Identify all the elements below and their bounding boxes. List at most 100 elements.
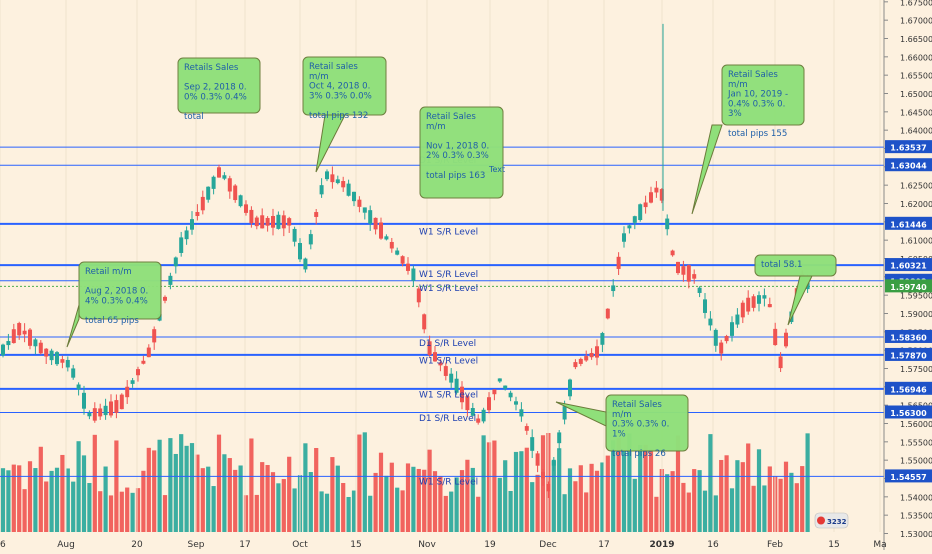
callout-text: total pips 155 (728, 129, 787, 139)
candle-body (778, 356, 783, 369)
candle-body (379, 222, 383, 239)
candle-body (708, 318, 713, 326)
y-tick-label: 1.62500 (900, 182, 932, 191)
volume-bar (65, 468, 70, 532)
y-tick-label: 1.67000 (900, 17, 932, 26)
candle-body (616, 256, 621, 269)
volume-bar (233, 469, 238, 532)
callouts: Retails Sales Sep 2, 2018 0.0% 0.3% 0.4% t… (66, 56, 849, 529)
callout-box (78, 261, 162, 320)
x-tick-label: Aug (57, 540, 75, 550)
volume-bar (362, 432, 367, 532)
candle-body (578, 358, 583, 364)
candle-body (562, 406, 567, 420)
callout-box (605, 394, 689, 452)
volume-bar (281, 479, 286, 532)
y-tick-label: 1.56000 (900, 420, 932, 429)
candle-body (368, 210, 373, 224)
volume-bar (762, 485, 767, 532)
x-tick-label: 6 (0, 540, 6, 550)
volume-bar (686, 492, 691, 532)
y-tick-label: 1.65000 (900, 90, 932, 99)
candle-body (454, 378, 459, 393)
candle-body (163, 296, 167, 301)
volume-bar (767, 466, 772, 532)
candle-body (535, 453, 540, 466)
volume-bar (200, 468, 205, 532)
candle-body (595, 346, 599, 358)
sr-level-text: W1 S/R Level (419, 270, 478, 280)
candle-body (665, 218, 670, 230)
candle-body (546, 483, 551, 492)
candle-body (109, 401, 113, 416)
candle-body (303, 258, 308, 270)
candle-body (341, 181, 346, 188)
x-tick-label: Ma (873, 540, 886, 550)
callout-box (754, 254, 837, 277)
volume-bar (76, 441, 81, 532)
price-level-tag (885, 405, 932, 419)
candle-body (179, 237, 184, 253)
volume-bar (11, 464, 16, 532)
volume-bar (265, 465, 270, 532)
volume-bar (519, 451, 524, 532)
candle-body (33, 339, 38, 347)
candle-body (713, 329, 718, 346)
volume-bar (270, 472, 276, 532)
callout-text: Retail Sales (612, 400, 662, 410)
callout-pointer (691, 124, 723, 215)
candle-body (1, 344, 5, 356)
candle-body (465, 396, 470, 411)
volume-bar (54, 467, 60, 532)
volume-bar (697, 470, 702, 532)
candle-body (757, 295, 761, 304)
callout-text: m/m (612, 410, 632, 420)
y-tick-label: 1.62000 (900, 200, 932, 209)
volume-bar (513, 451, 519, 532)
candle-body (784, 332, 788, 347)
candle-body (692, 274, 697, 279)
callout-text: Jan 10, 2019 - (727, 90, 788, 100)
y-tick-label: 1.66000 (900, 53, 932, 62)
candle-body (373, 217, 378, 230)
volume-bar (681, 482, 686, 532)
callout-box (302, 56, 387, 116)
candle-body (487, 397, 491, 411)
candles (1, 23, 810, 499)
callout-text: Nov 1, 2018 0. (426, 141, 489, 151)
volume-bar (27, 461, 33, 532)
candle-body (508, 392, 513, 398)
candle-body (103, 405, 108, 416)
volume-bar (351, 490, 357, 532)
volume-bar (589, 463, 594, 532)
logo-dot (817, 516, 825, 525)
candle-body (65, 359, 70, 368)
callout-text: 4% 0.3% 0.4% (85, 296, 148, 306)
price-level-tag (885, 347, 932, 361)
candle-body (146, 347, 151, 358)
volume-bar (621, 451, 627, 532)
volume-bar (454, 477, 459, 532)
candle-body (152, 329, 157, 343)
candle-body (589, 352, 594, 358)
logo-bg (814, 512, 849, 529)
volume-bar (503, 460, 508, 532)
candle-body (384, 236, 389, 240)
y-tick-label: 1.64000 (900, 127, 932, 136)
volume-bar (276, 483, 281, 532)
candle-body (71, 368, 76, 378)
candle-body (184, 230, 189, 240)
candle-body (492, 389, 497, 395)
volume-bar (427, 449, 432, 532)
volume-bar (227, 458, 232, 532)
candle-body (254, 217, 259, 227)
volume-bar (206, 466, 211, 532)
volume-bar (195, 454, 200, 532)
volume-bar (600, 462, 605, 532)
candle-body (227, 178, 232, 192)
sr-level-text: W1 S/R Level (419, 356, 478, 366)
x-tick-label: Nov (418, 540, 436, 550)
callout-text: m/m (426, 122, 446, 132)
